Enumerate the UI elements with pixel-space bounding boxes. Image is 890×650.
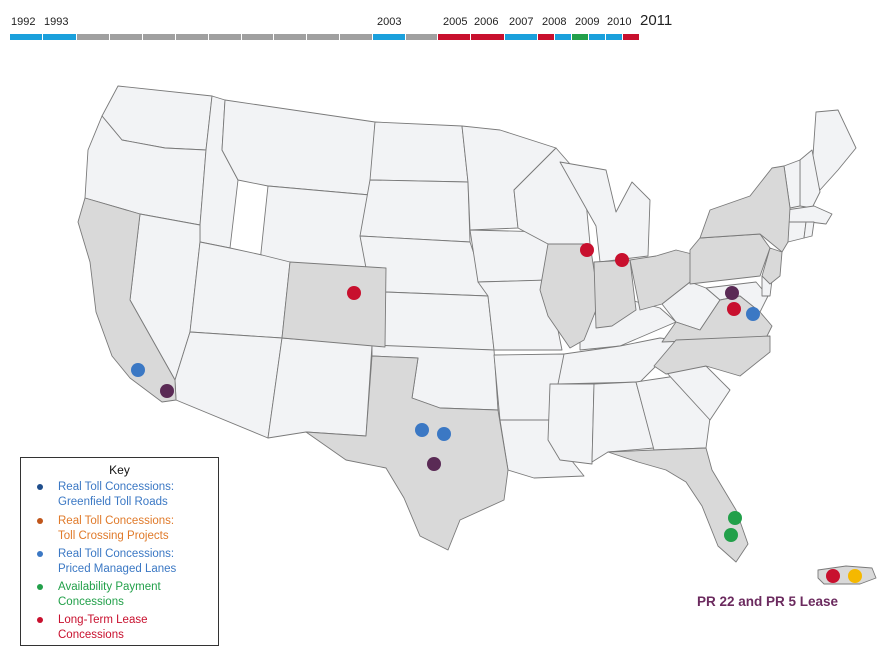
project-marker[interactable]	[437, 427, 451, 441]
legend-label: Availability Payment Concessions	[58, 581, 161, 608]
project-marker[interactable]	[725, 286, 739, 300]
timeline-year[interactable]: 2011	[640, 12, 673, 29]
state-north-dakota[interactable]	[369, 121, 469, 183]
timeline-segment[interactable]	[77, 34, 109, 40]
timeline-segment[interactable]	[143, 34, 175, 40]
project-marker[interactable]	[848, 569, 862, 583]
timeline-segment[interactable]	[406, 34, 437, 40]
timeline-segment[interactable]	[340, 34, 372, 40]
timeline-segment[interactable]	[538, 34, 554, 40]
state-michigan[interactable]	[559, 161, 651, 263]
project-marker[interactable]	[727, 302, 741, 316]
state-pennsylvania[interactable]	[689, 233, 771, 285]
project-marker[interactable]	[724, 528, 738, 542]
project-marker[interactable]	[615, 253, 629, 267]
timeline-segment[interactable]	[606, 34, 622, 40]
timeline-year[interactable]: 1992	[11, 16, 36, 28]
state-arizona[interactable]	[174, 331, 283, 439]
timeline-segment[interactable]	[555, 34, 571, 40]
legend-label: Real Toll Concessions: Greenfield Toll Ro…	[58, 481, 175, 508]
state-massachusetts[interactable]	[785, 205, 833, 225]
state-mississippi[interactable]	[547, 383, 595, 465]
project-marker[interactable]	[826, 569, 840, 583]
timeline-segment[interactable]	[307, 34, 339, 40]
puerto-rico-label: PR 22 and PR 5 Lease	[697, 594, 839, 609]
legend-label: Real Toll Concessions: Priced Managed Lan…	[58, 548, 177, 575]
timeline-segment[interactable]	[110, 34, 142, 40]
timeline-year[interactable]: 2005	[443, 16, 468, 28]
timeline-segment[interactable]	[274, 34, 306, 40]
timeline-year[interactable]: 2006	[474, 16, 499, 28]
state-rhode-island[interactable]	[803, 221, 815, 239]
timeline-segment[interactable]	[209, 34, 241, 40]
state-kansas[interactable]	[381, 291, 495, 351]
project-marker[interactable]	[728, 511, 742, 525]
legend: Key Real Toll Concessions: Greenfield Tol…	[20, 457, 219, 646]
timeline-segment[interactable]	[10, 34, 42, 40]
state-new-york[interactable]	[699, 165, 791, 253]
timeline-segment[interactable]	[43, 34, 76, 40]
state-georgia[interactable]	[635, 375, 711, 451]
state-new-jersey[interactable]	[761, 247, 783, 285]
timeline-year[interactable]: 2010	[607, 16, 632, 28]
timeline-bar: 1992 1993 2003 2005 2006 2007 2008 2009 …	[0, 0, 890, 44]
state-south-dakota[interactable]	[359, 179, 471, 243]
project-marker[interactable]	[427, 457, 441, 471]
timeline-year[interactable]: 2009	[575, 16, 600, 28]
project-marker[interactable]	[415, 423, 429, 437]
timeline-year[interactable]: 1993	[44, 16, 69, 28]
legend-dot	[37, 617, 43, 623]
timeline-segment[interactable]	[572, 34, 588, 40]
timeline-segment[interactable]	[242, 34, 273, 40]
state-texas[interactable]	[305, 355, 509, 551]
timeline-year[interactable]: 2007	[509, 16, 534, 28]
project-marker[interactable]	[580, 243, 594, 257]
legend-dot	[37, 551, 43, 557]
state-colorado[interactable]	[281, 261, 387, 348]
project-marker[interactable]	[347, 286, 361, 300]
timeline-segment[interactable]	[176, 34, 208, 40]
timeline-segment[interactable]	[438, 34, 470, 40]
state-new-mexico[interactable]	[267, 337, 373, 439]
state-florida[interactable]	[607, 447, 749, 563]
timeline-segment[interactable]	[471, 34, 504, 40]
state-california[interactable]	[77, 197, 177, 403]
state-montana[interactable]	[221, 99, 376, 196]
timeline-segment[interactable]	[373, 34, 405, 40]
legend-label: Long-Term Lease Concessions	[58, 614, 148, 641]
state-virginia[interactable]	[661, 295, 773, 343]
timeline-year[interactable]: 2003	[377, 16, 402, 28]
timeline-segment[interactable]	[623, 34, 639, 40]
legend-dot	[37, 484, 43, 490]
legend-dot	[37, 518, 43, 524]
legend-title: Key	[109, 463, 130, 477]
state-wyoming[interactable]	[259, 185, 371, 269]
state-alabama[interactable]	[591, 381, 655, 463]
timeline-segment[interactable]	[589, 34, 605, 40]
project-marker[interactable]	[131, 363, 145, 377]
state-north-carolina[interactable]	[653, 335, 771, 377]
state-maine[interactable]	[811, 109, 857, 191]
project-marker[interactable]	[160, 384, 174, 398]
timeline-year[interactable]: 2008	[542, 16, 567, 28]
state-missouri[interactable]	[477, 279, 563, 351]
timeline-segment[interactable]	[505, 34, 537, 40]
legend-label: Real Toll Concessions: Toll Crossing Proj…	[58, 515, 175, 542]
legend-dot	[37, 584, 43, 590]
project-marker[interactable]	[746, 307, 760, 321]
